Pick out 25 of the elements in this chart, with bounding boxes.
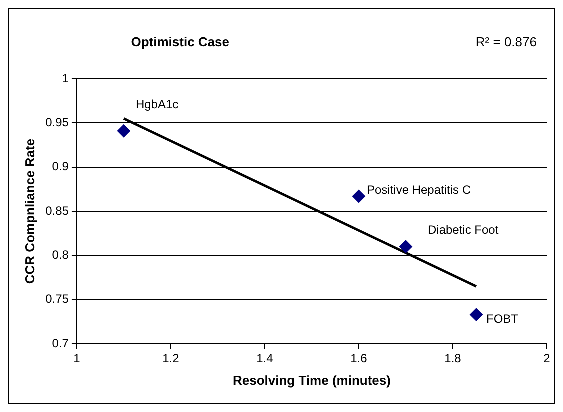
point [470, 308, 483, 322]
point [117, 124, 130, 138]
y-tick-label: 1 [62, 71, 70, 86]
y-tick-label: 0.85 [46, 204, 70, 218]
text: R² = 0.876 [476, 34, 537, 50]
x-tick-label: 1.4 [256, 352, 274, 366]
annotation: Diabetic Foot [428, 223, 500, 238]
x-tick-label: 2 [544, 352, 551, 366]
annotation: FOBT [486, 312, 520, 326]
y-tick-label: 0.8 [52, 248, 70, 262]
x-tick-label: 1.6 [350, 352, 368, 366]
y-tick-label: 0.7 [52, 336, 70, 350]
x-tick-label: 1 [74, 352, 81, 366]
y-tick-label: 0.9 [52, 160, 70, 174]
x-tick-label: 1.8 [444, 352, 462, 366]
y-tick-label: 0.75 [46, 292, 70, 306]
y-axis-title: CCR Compnliance Rate [22, 138, 38, 284]
x-tick-label: 1.2 [162, 352, 180, 366]
x-axis-title: Resolving Time (minutes) [232, 372, 391, 388]
annotation: HgbA1c [136, 97, 179, 112]
point [352, 190, 366, 203]
chart-title: Optimistic Case [131, 34, 230, 50]
y-tick-label: 0.95 [46, 115, 70, 130]
annotation: Positive Hepatitis C [366, 182, 472, 197]
point [399, 240, 412, 254]
